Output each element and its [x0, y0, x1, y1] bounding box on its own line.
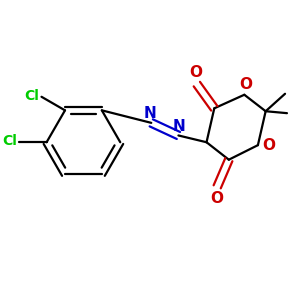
Text: N: N	[144, 106, 157, 121]
Text: O: O	[189, 65, 203, 80]
Text: Cl: Cl	[25, 89, 40, 103]
Text: N: N	[173, 118, 186, 134]
Text: O: O	[262, 138, 275, 153]
Text: O: O	[211, 191, 224, 206]
Text: Cl: Cl	[3, 134, 17, 148]
Text: O: O	[239, 77, 252, 92]
